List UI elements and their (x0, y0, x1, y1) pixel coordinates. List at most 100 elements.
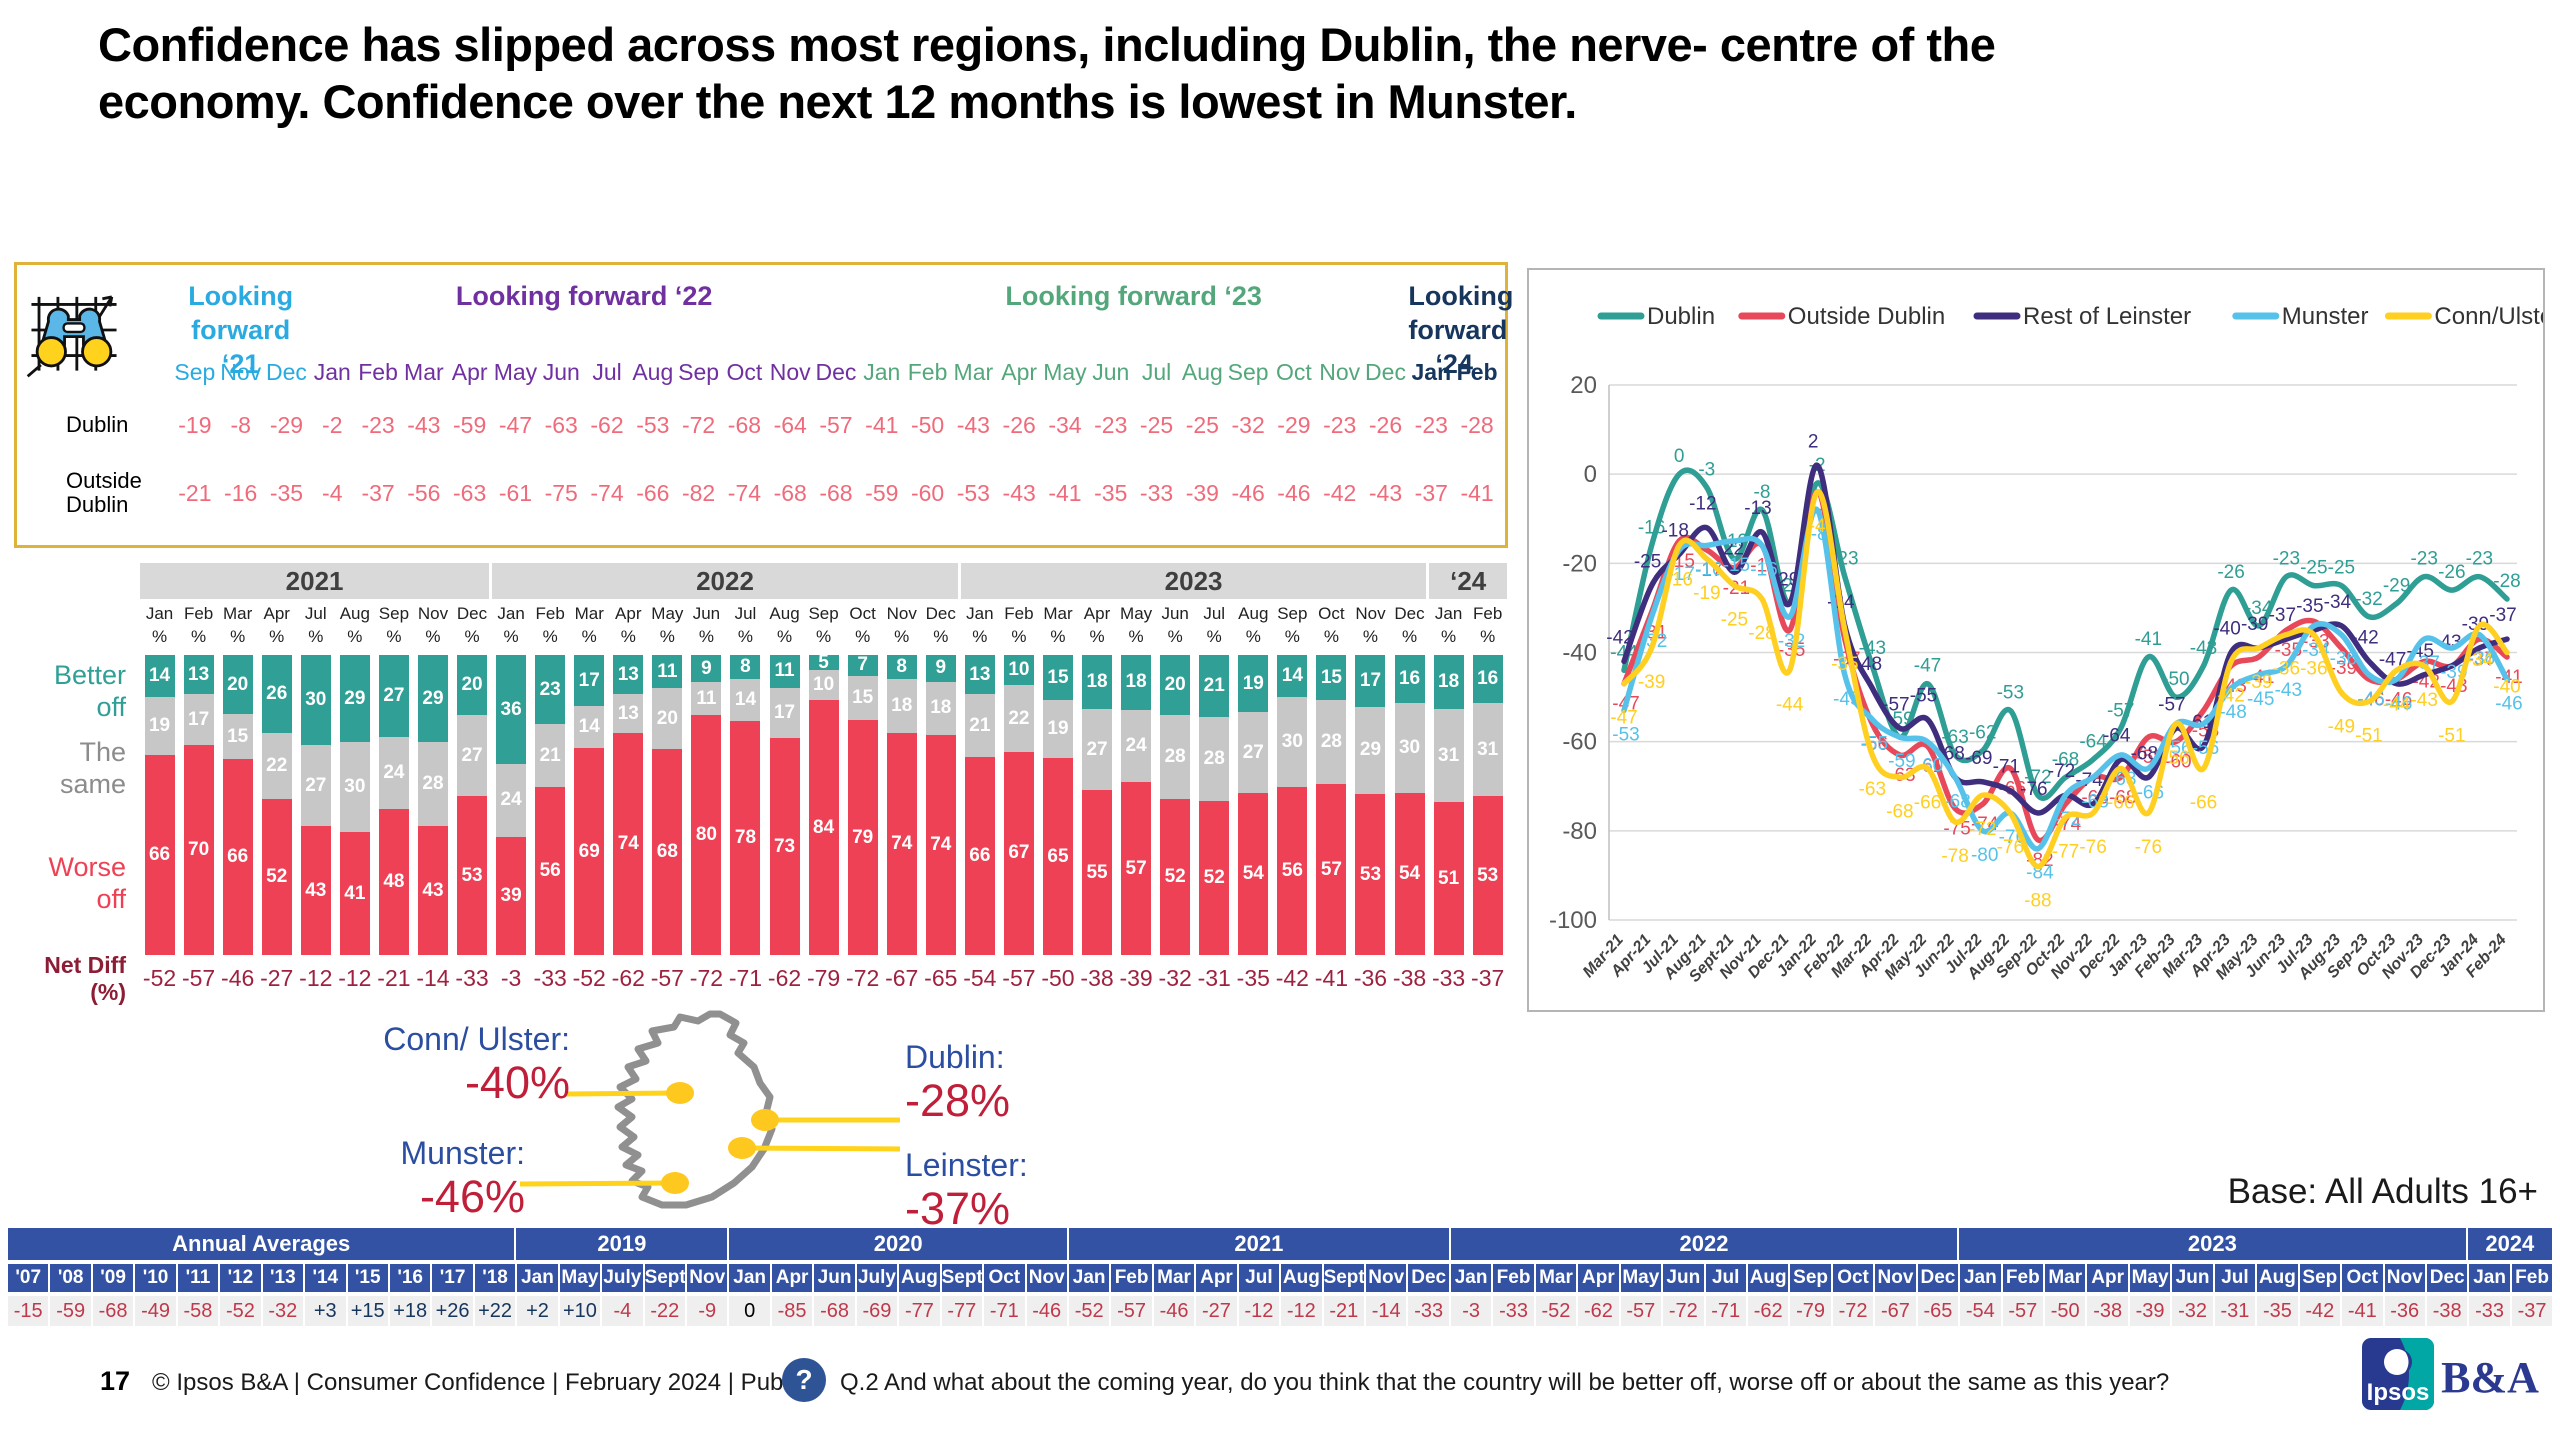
bar-year-band: 2023 (960, 563, 1427, 599)
bar-segment-worse: 74 (613, 733, 644, 955)
forward-value-cell: -46 (1277, 479, 1311, 506)
bar-net-diff-value: -50 (1041, 965, 1075, 991)
bar-net-diff-value: -35 (1236, 965, 1270, 991)
bar-stack: 7 15 79 (847, 654, 878, 955)
history-col-header: Feb (2002, 1264, 2043, 1292)
data-label: -15 (1723, 555, 1750, 576)
binoculars-chart-icon (26, 295, 117, 378)
data-label: -45 (2247, 689, 2274, 710)
data-label: -17 (1667, 564, 1694, 585)
forward-value-cell: -39 (1185, 479, 1219, 506)
callout-label: Leinster: (905, 1147, 1028, 1183)
bar-segment-worse: 54 (1394, 793, 1425, 955)
bar-segment-better: 10 (1003, 655, 1034, 686)
forward-value-cell: -64 (773, 411, 807, 438)
map-dots (661, 1082, 779, 1194)
bar-segment-same: 17 (769, 687, 800, 739)
history-value-cell: -14 (1366, 1296, 1407, 1326)
history-value-cell: -3 (1450, 1296, 1492, 1326)
bar-net-diff-value: -65 (924, 965, 958, 991)
bar-net-diff-value: -3 (500, 965, 522, 991)
bar-stack: 11 17 73 (769, 655, 800, 955)
forward-value-cell: -26 (1368, 411, 1403, 438)
data-label: -42 (1606, 627, 1633, 648)
data-label: -34 (2466, 650, 2494, 671)
bar-net-diff-value: -21 (377, 965, 411, 991)
bar-net-diff-value: -71 (728, 965, 763, 991)
bar-segment-better: 5 (808, 652, 839, 673)
bar-segment-worse: 70 (183, 745, 214, 955)
history-col-header: May (559, 1264, 601, 1292)
forward-month-header: Apr (451, 359, 488, 385)
forward-row-label: Outside Dublin (66, 467, 142, 517)
forward-value-cell: -63 (453, 479, 487, 506)
data-label: -35 (1831, 654, 1858, 675)
callout-value: -40% (464, 1057, 570, 1109)
forward-month-header: Nov (1319, 359, 1361, 385)
history-col-header: '16 (389, 1264, 431, 1292)
bar-month-label: Feb% (1473, 604, 1503, 646)
data-label: -12 (1689, 494, 1716, 515)
data-label: -69 (1965, 748, 1992, 769)
bar-segment-worse: 73 (769, 738, 800, 955)
history-value-cell: -41 (2342, 1296, 2383, 1326)
data-label: -36 (2330, 649, 2357, 670)
data-label: -57 (1882, 694, 1909, 715)
forward-month-header: May (493, 359, 538, 385)
legend-label: Munster (2282, 303, 2369, 330)
forward-value-cell: -66 (636, 479, 670, 506)
bar-month-label: Jun% (1161, 604, 1189, 646)
forward-value-cell: -8 (230, 411, 251, 438)
data-label: -25 (2328, 558, 2355, 579)
bar-segment-worse: 74 (925, 735, 956, 955)
legend-label: Rest of Leinster (2023, 303, 2191, 330)
bar-segment-same: 14 (730, 679, 761, 721)
data-label: -51 (2438, 726, 2465, 747)
bar-segment-same: 31 (1472, 703, 1503, 796)
bar-net-diff-value: -12 (299, 965, 333, 991)
data-label: -4 (1809, 516, 1826, 537)
history-group-header: Annual Averages (8, 1228, 515, 1260)
history-col-header: Sept (644, 1264, 685, 1292)
forward-value-cell: -37 (361, 479, 395, 506)
bar-segment-worse: 43 (300, 826, 331, 955)
bar-stack: 10 22 67 (1003, 655, 1034, 955)
history-value-cell: -59 (50, 1296, 91, 1326)
forward-value-cell: -43 (1002, 479, 1036, 506)
forward-value-cell: -35 (269, 479, 304, 506)
data-label: -47 (1914, 656, 1941, 677)
forward-value-cell: -53 (956, 479, 990, 506)
callout-value: -28% (905, 1075, 1011, 1127)
bar-segment-worse: 43 (417, 826, 448, 955)
bar-month-label: Aug% (769, 604, 800, 646)
bar-segment-same: 28 (1199, 717, 1230, 801)
data-label: -26 (2217, 562, 2244, 583)
data-label: -43 (2275, 680, 2302, 701)
forward-month-header: Dec (815, 359, 857, 385)
bar-segment-worse: 66 (222, 758, 253, 955)
bar-net-diff-value: -14 (416, 965, 450, 991)
forward-value-cell: -29 (269, 411, 304, 438)
bar-net-diff-value: -38 (1080, 965, 1114, 991)
bar-column: Sep% 5 10 84 -79 (804, 603, 843, 992)
bar-segment-worse: 39 (496, 836, 527, 955)
bar-stack: 18 27 55 (1082, 655, 1113, 955)
bar-segment-better: 20 (457, 655, 488, 715)
bar-column: Apr% 18 27 55 -38 (1078, 603, 1117, 992)
forward-value-cell: -35 (1094, 479, 1128, 506)
bar-month-label: Apr% (1083, 604, 1111, 646)
bar-segment-better: 13 (183, 655, 214, 694)
bar-month-label: May% (1120, 604, 1153, 646)
bar-month-label: Jan% (1434, 604, 1463, 646)
bar-stack: 17 29 53 (1355, 655, 1386, 955)
forward-value-cell: -43 (1368, 479, 1403, 506)
forward-month-header: Feb (907, 359, 948, 385)
data-label: -44 (1776, 694, 1804, 715)
bar-month-label: Nov% (1355, 604, 1386, 646)
data-label: -72 (2024, 767, 2051, 788)
bar-month-label: Mar% (1043, 604, 1073, 646)
callout-label: Munster: (400, 1135, 525, 1171)
bar-net-diff-value: -52 (142, 965, 177, 991)
forward-value-cell: -75 (544, 479, 578, 506)
history-group-header: 2020 (729, 1228, 1067, 1260)
